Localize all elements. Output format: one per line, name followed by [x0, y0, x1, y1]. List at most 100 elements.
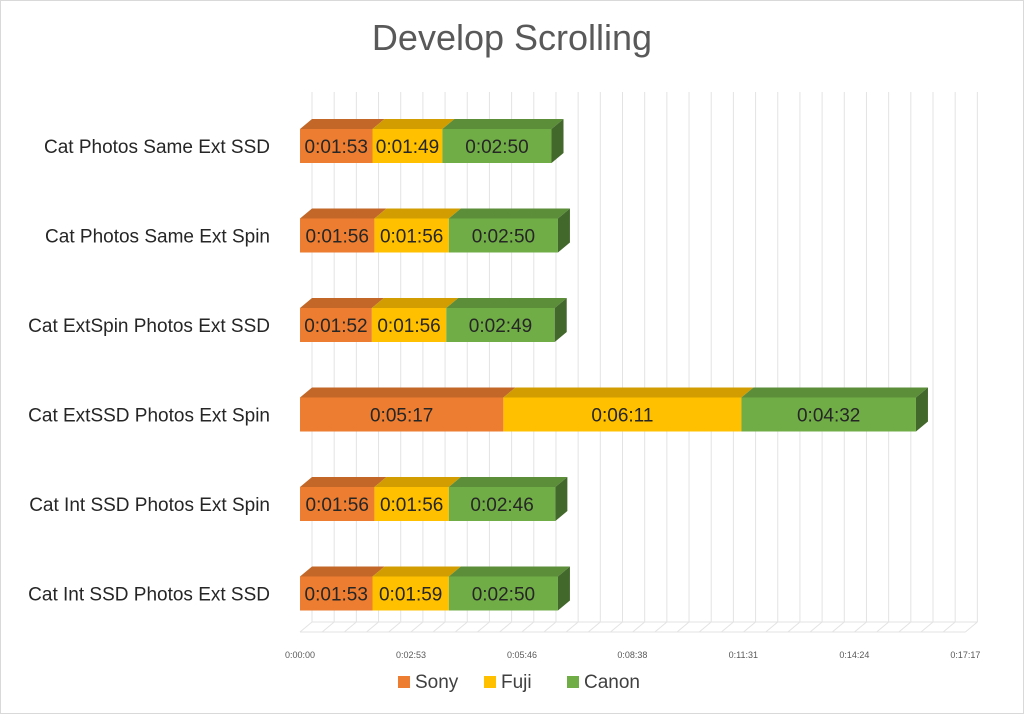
gridline-floor	[831, 621, 845, 633]
legend-item-fuji: Fuji	[484, 672, 532, 693]
bar-front-face	[300, 218, 375, 253]
bar-front-face	[371, 308, 447, 342]
bar-front-face	[374, 218, 449, 253]
bar-top-face	[503, 387, 754, 398]
bar-segment-fuji: 0:01:56	[371, 298, 459, 342]
bar-segment-sony: 0:01:56	[300, 477, 387, 521]
gridline-floor	[521, 621, 535, 633]
legend: Sony Fuji Canon	[398, 672, 640, 693]
gridline-floor	[344, 621, 357, 633]
bar-front-face	[300, 397, 504, 432]
bar-segment-sony: 0:01:56	[300, 208, 387, 253]
data-label: 0:01:56	[306, 495, 369, 516]
gridline-floor	[410, 621, 424, 633]
bar-front-face	[372, 576, 449, 611]
gridline-floor	[477, 621, 490, 633]
data-label: 0:02:49	[469, 316, 532, 337]
bar-top-face	[374, 208, 461, 219]
category-label: Cat Photos Same Ext SSD	[44, 137, 270, 158]
data-label: 0:01:53	[305, 585, 368, 606]
bar-front-face	[448, 487, 556, 521]
bar-front-face	[300, 576, 373, 611]
bar-front-face	[372, 129, 443, 163]
x-tick-label: 0:00:00	[285, 650, 315, 660]
legend-swatch	[398, 676, 410, 688]
data-label: 0:01:56	[377, 316, 440, 337]
gridline-floor	[698, 621, 712, 633]
gridline-floor	[676, 621, 690, 633]
gridline-floor	[721, 621, 734, 633]
data-label: 0:02:50	[472, 227, 535, 248]
gridline-floor	[499, 621, 512, 633]
gridline-floor	[654, 621, 668, 633]
gridline-floor	[787, 621, 801, 633]
bar-top-face	[300, 387, 516, 398]
bar-top-face	[372, 119, 455, 129]
bar-front-face	[448, 218, 558, 253]
bar-front-face	[446, 308, 555, 342]
data-label: 0:01:56	[380, 227, 443, 248]
gridline-floor	[876, 621, 889, 633]
bar-top-face	[372, 566, 461, 577]
gridline-floor	[743, 621, 756, 633]
bar-segment-sony: 0:01:53	[300, 566, 385, 611]
legend-label: Fuji	[501, 672, 532, 693]
bar-top-face	[448, 477, 568, 487]
data-label: 0:04:32	[797, 406, 860, 427]
data-label: 0:02:50	[465, 137, 528, 158]
bar-front-face	[503, 397, 742, 432]
data-label: 0:01:52	[304, 316, 367, 337]
bar-top-face	[300, 477, 387, 487]
gridline-floor	[366, 621, 379, 633]
bar-segment-canon: 0:02:50	[448, 208, 570, 253]
gridline-floor	[588, 621, 601, 633]
legend-label: Sony	[415, 672, 459, 693]
x-tick-label: 0:05:46	[507, 650, 537, 660]
bar-top-face	[300, 119, 385, 129]
bars: 0:01:53 0:01:49 0:02:50 0:01:56 0:01:56 0:02:…	[300, 119, 928, 611]
bar-side-face	[551, 119, 564, 163]
gridline-floor	[632, 621, 645, 633]
bar-front-face	[374, 487, 449, 521]
category-label: Cat ExtSpin Photos Ext SSD	[28, 316, 270, 337]
bar-segment-canon: 0:02:49	[446, 298, 567, 342]
bar-top-face	[300, 566, 385, 577]
category-labels: Cat Photos Same Ext SSD Cat Photos Same E…	[28, 137, 270, 606]
category-label: Cat ExtSSD Photos Ext Spin	[28, 406, 270, 427]
gridline-floor	[321, 621, 335, 633]
x-tick-label: 0:11:31	[729, 650, 758, 660]
bar-segment-canon: 0:02:50	[442, 119, 564, 163]
x-axis-ticks: 0:00:00 0:02:53 0:05:46 0:08:38 0:11:31 0:14:…	[285, 650, 980, 660]
gridline-floor	[898, 621, 912, 633]
category-label: Cat Int SSD Photos Ext SSD	[28, 585, 270, 606]
gridline-floor	[765, 621, 779, 633]
data-label: 0:01:56	[380, 495, 443, 516]
gridline-floor	[565, 621, 579, 633]
bar-side-face	[554, 298, 567, 342]
bar-top-face	[300, 208, 387, 219]
gridline-floor	[454, 621, 468, 633]
bar-top-face	[448, 566, 570, 577]
gridline-floor	[942, 621, 956, 633]
bar-segment-fuji: 0:01:49	[372, 119, 455, 163]
gridline-floor	[965, 621, 978, 633]
bar-side-face	[555, 477, 568, 521]
bar-front-face	[300, 129, 373, 163]
bar-segment-fuji: 0:01:59	[372, 566, 461, 611]
bar-segment-fuji: 0:01:56	[374, 477, 461, 521]
category-label: Cat Int SSD Photos Ext Spin	[29, 495, 270, 516]
data-label: 0:06:11	[591, 406, 653, 427]
gridline-floor	[388, 621, 402, 633]
gridline-floor	[809, 621, 823, 633]
legend-swatch	[567, 676, 579, 688]
legend-label: Canon	[584, 672, 640, 693]
bar-segment-fuji: 0:01:56	[374, 208, 461, 253]
gridline-floor	[543, 621, 557, 633]
data-label: 0:05:17	[370, 406, 433, 427]
data-label: 0:01:49	[376, 137, 439, 158]
x-tick-label: 0:14:24	[839, 650, 869, 660]
bar-side-face	[557, 208, 570, 253]
bar-front-face	[741, 397, 916, 432]
bar-front-face	[448, 576, 558, 611]
